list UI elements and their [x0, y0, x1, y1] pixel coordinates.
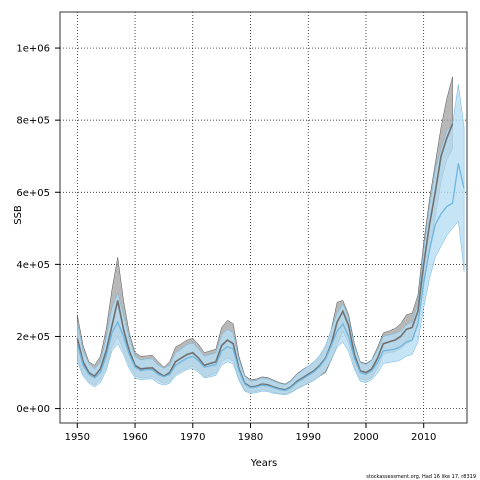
x-axis: 1950 1960 1970 1980 1990 2000 2010 — [65, 423, 436, 443]
y-axis: 0e+00 2e+05 4e+05 6e+05 8e+05 1e+06 — [16, 44, 60, 415]
y-tick-label: 0e+00 — [16, 404, 50, 415]
x-tick-label: 1950 — [65, 432, 90, 443]
footer-credit: stockassessment.org, Had 16 like 17, r83… — [366, 474, 476, 480]
x-tick-label: 2010 — [411, 432, 436, 443]
series-2-estimate-line — [76, 163, 465, 392]
x-tick-label: 1980 — [238, 432, 263, 443]
x-tick-label: 1970 — [180, 432, 205, 443]
x-tick-label: 1960 — [122, 432, 147, 443]
x-tick-label: 2000 — [353, 432, 378, 443]
y-tick-label: 4e+05 — [16, 260, 50, 271]
x-tick-label: 1990 — [296, 432, 321, 443]
y-tick-label: 2e+05 — [16, 332, 50, 343]
y-tick-label: 8e+05 — [16, 116, 50, 127]
y-tick-label: 1e+06 — [16, 44, 50, 55]
plot-frame — [59, 11, 468, 424]
series-2-confidence-band — [77, 84, 465, 396]
series-1-estimate-line — [76, 123, 454, 391]
series-bands — [77, 76, 465, 396]
y-tick-label: 6e+05 — [16, 188, 50, 199]
grid-lines — [60, 12, 467, 423]
series-lines — [76, 123, 465, 392]
y-axis-title: SSB — [13, 205, 24, 225]
x-axis-title: Years — [250, 458, 277, 469]
